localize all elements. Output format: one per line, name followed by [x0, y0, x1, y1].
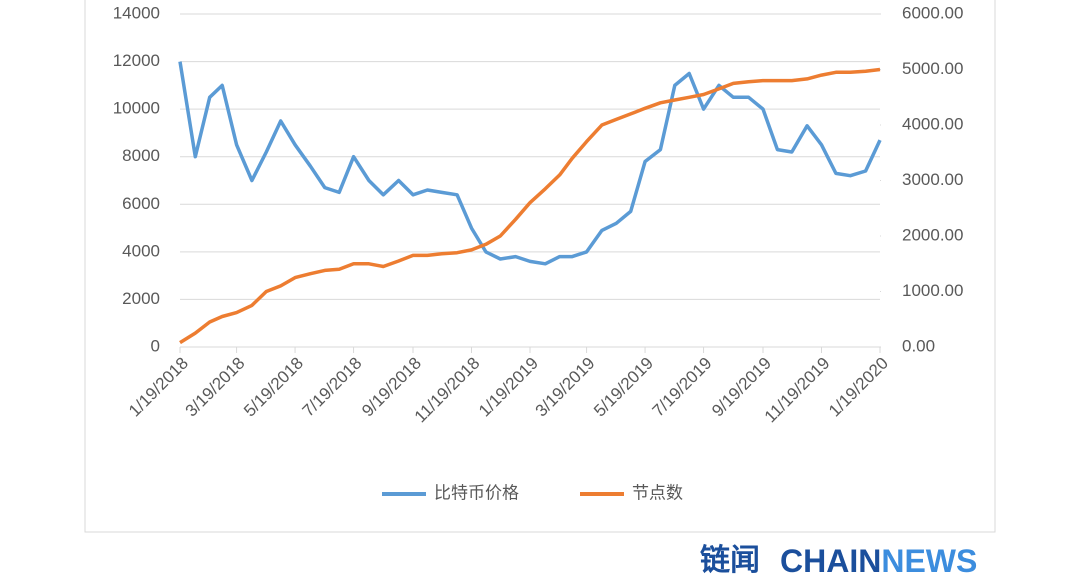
y2-tick-label: 6000.00 [902, 3, 963, 22]
series-line [178, 61, 882, 266]
x-tick-label: 1/19/2019 [475, 354, 542, 421]
x-tick-label: 1/19/2020 [825, 354, 892, 421]
x-tick-label: 1/19/2018 [125, 354, 192, 421]
y2-tick-label: 3000.00 [902, 170, 963, 189]
y2-tick-label: 5000.00 [902, 59, 963, 78]
series-line [179, 67, 881, 345]
watermark-cn: 链闻 [700, 543, 760, 577]
y2-tick-label: 0.00 [902, 336, 935, 355]
y-tick-label: 14000 [113, 3, 160, 22]
y-tick-label: 2000 [122, 289, 160, 308]
x-tick-label: 3/19/2019 [532, 354, 599, 421]
y-tick-label: 8000 [122, 146, 160, 165]
y-tick-label: 0 [151, 336, 160, 355]
watermark-en: CHAINNEWS [780, 543, 977, 579]
legend-label: 比特币价格 [434, 483, 519, 502]
y2-tick-label: 2000.00 [902, 225, 963, 244]
legend-label: 节点数 [632, 483, 683, 502]
x-tick-label: 5/19/2019 [590, 354, 657, 421]
x-tick-label: 3/19/2018 [182, 354, 249, 421]
y2-tick-label: 4000.00 [902, 114, 963, 133]
watermark-en2: NEWS [881, 543, 977, 579]
x-tick-label: 7/19/2018 [299, 354, 366, 421]
y-tick-label: 4000 [122, 241, 160, 260]
y-tick-label: 6000 [122, 194, 160, 213]
y-tick-label: 10000 [113, 99, 160, 118]
y-tick-label: 12000 [113, 51, 160, 70]
chart-border [84, 0, 996, 533]
watermark-en1: CHAIN [780, 543, 881, 579]
x-tick-label: 7/19/2019 [649, 354, 716, 421]
y2-tick-label: 1000.00 [902, 281, 963, 300]
x-tick-label: 5/19/2018 [240, 354, 307, 421]
